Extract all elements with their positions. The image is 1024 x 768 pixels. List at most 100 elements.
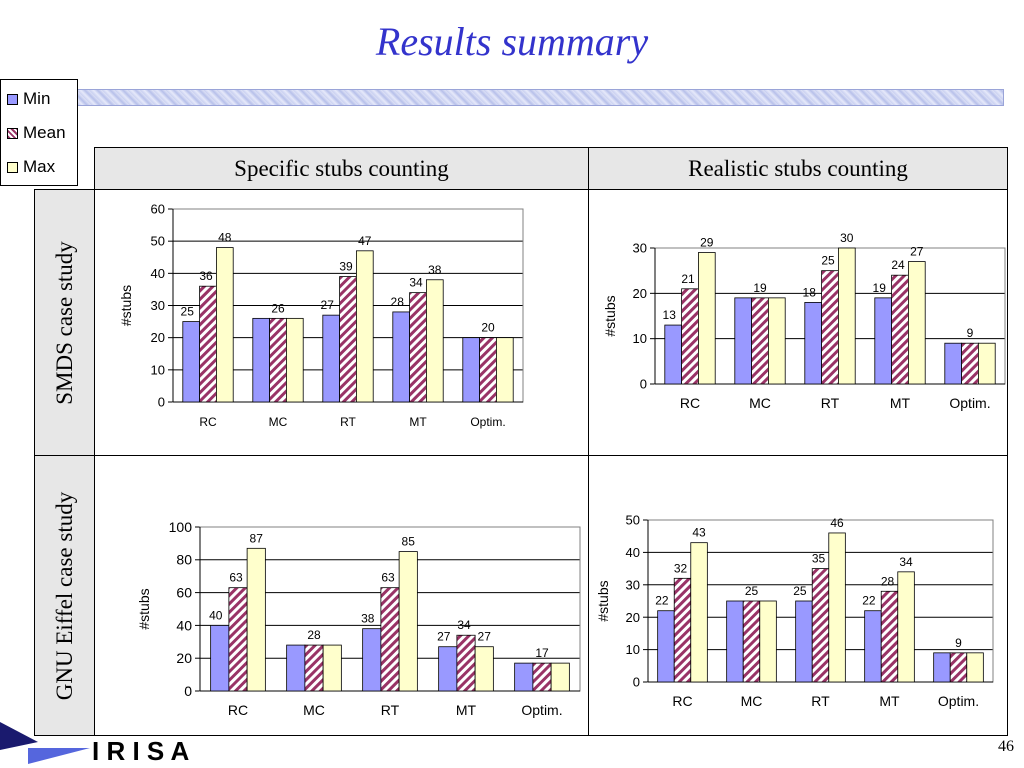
data-label: 27 [910,245,924,259]
y-tick-label: 20 [176,650,192,666]
data-label: 30 [840,231,854,245]
y-tick-label: 20 [633,286,647,301]
bar-max [698,252,716,385]
y-tick-label: 10 [626,642,640,657]
legend-swatch-min [7,93,18,105]
page-number: 46 [998,738,1014,755]
chart-smds-specific: 0 10 20 30 40 50 60 #stubs 25 36 48 RC 26 MC 27 39 47 RT 2… [118,202,524,429]
bar-max [759,600,777,683]
x-category-label: MC [749,395,771,411]
bar-max [690,542,708,683]
cell-smds-realistic: 0 10 20 30 #stubs 13 21 29 RC 19 MC 18 25 30 RT 19 24 27 M… [588,189,1008,456]
data-label: 28 [391,295,405,309]
bar-mean [409,292,427,403]
bar-min [874,297,892,385]
y-axis-label: #stubs [602,295,618,336]
bar-mean [891,274,909,385]
bar-max [322,644,342,692]
y-tick-label: 50 [626,513,640,528]
y-tick-label: 100 [169,519,193,535]
row-header-smds: SMDS case study [34,189,95,456]
bar-max [474,646,494,692]
y-axis-label: #stubs [118,285,134,326]
bar-max [495,337,514,403]
bar-mean [811,568,830,683]
irisa-logo: I R I S A [0,722,189,766]
bar-mean [269,317,287,403]
y-tick-label: 80 [176,552,192,568]
bar-mean [681,288,699,385]
bar-min [657,610,675,683]
data-label: 34 [899,555,913,569]
bar-mean [228,587,248,692]
x-category-label: RC [199,415,217,429]
legend-swatch-max [7,161,18,173]
bar-max [966,652,984,683]
y-tick-label: 30 [626,577,640,592]
x-category-label: RT [811,693,830,709]
legend-item-mean: Mean [7,123,66,143]
y-tick-label: 20 [626,610,640,625]
table-corner [34,147,94,189]
data-label: 47 [358,234,372,248]
bar-max [216,247,234,403]
bar-min [795,600,813,683]
cell-gnu-realistic: 0 10 20 30 40 50 #stubs 22 32 43 RC 25 MC 25 35 46 RT 22 2… [588,455,1008,736]
bar-mean [456,634,476,692]
bar-mean [751,297,769,385]
data-label: 35 [812,552,826,566]
x-category-label: MC [303,702,325,718]
bar-mean [880,590,899,683]
bar-max [828,532,846,683]
data-label: 28 [307,628,321,642]
data-label: 25 [181,305,195,319]
y-tick-label: 30 [633,241,647,256]
x-category-label: RT [821,395,840,411]
bar-max [246,547,266,692]
y-tick-label: 0 [640,377,647,392]
legend-label-max: Max [23,157,56,176]
row-header-gnu-eiffel: GNU Eiffel case study [34,455,95,736]
data-label: 25 [793,584,807,598]
chart-gnu-specific: 0 20 40 60 80 100 #stubs 40 63 87 RC 28 MC 38 63 85 RT 27… [136,519,581,718]
x-category-label: Optim. [949,395,990,411]
bar-max [425,279,444,403]
bar-max [398,551,418,692]
y-tick-label: 0 [633,675,640,690]
bar-min [664,324,683,385]
bar-min [944,342,962,385]
bar-mean [479,337,497,403]
bar-max [355,250,374,403]
data-label: 27 [478,630,492,644]
col-header-specific: Specific stubs counting [94,147,589,190]
bar-mean [380,587,400,692]
data-label: 21 [681,272,695,286]
data-label: 28 [881,574,895,588]
bar-min [933,652,951,683]
data-label: 27 [321,298,335,312]
x-category-label: RC [228,702,248,718]
y-tick-label: 50 [151,234,165,249]
bar-min [322,314,341,403]
data-label: 19 [753,281,767,295]
data-label: 26 [271,301,285,315]
data-label: 27 [437,630,451,644]
x-category-label: RC [672,693,692,709]
x-category-label: MT [456,702,477,718]
bar-max [285,317,304,403]
y-tick-label: 60 [176,585,192,601]
chart-gnu-realistic: 0 10 20 30 40 50 #stubs 22 32 43 RC 25 MC 25 35 46 RT 22 2… [595,513,994,709]
data-label: 48 [218,231,232,245]
y-tick-label: 10 [633,331,647,346]
bar-mean [821,270,839,385]
y-tick-label: 60 [151,202,165,217]
bar-mean [949,652,968,683]
data-label: 38 [361,612,375,626]
data-label: 38 [428,263,442,277]
bar-mean [339,276,357,403]
data-label: 25 [745,584,759,598]
data-label: 20 [481,321,495,335]
logo-mark-dark [0,722,38,750]
bar-min [726,600,744,683]
x-category-label: Optim. [521,702,562,718]
